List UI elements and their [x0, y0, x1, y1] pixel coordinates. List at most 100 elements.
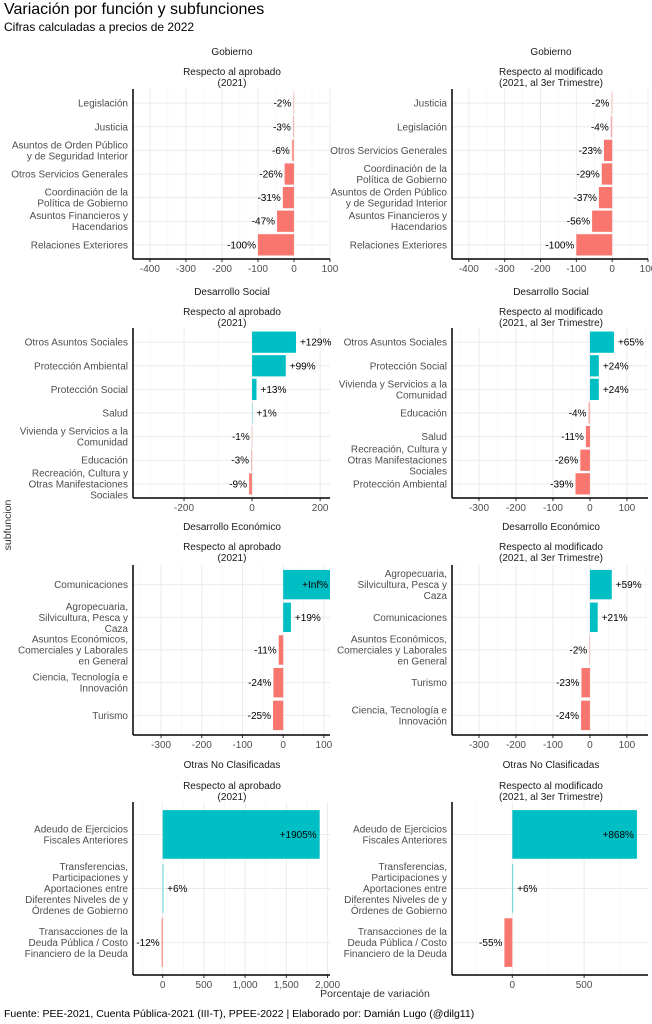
panel-0: Gobierno Respecto al aprobado(2021) -400 -3…	[11, 47, 338, 275]
category-label: Relaciones Exteriores	[350, 240, 447, 251]
data-label: +6%	[517, 884, 537, 895]
bar	[293, 92, 295, 114]
data-label: -26%	[259, 170, 282, 181]
category-label: Transferencias, Participaciones y Aportaci…	[344, 862, 447, 917]
category-label-line: Educación	[400, 409, 447, 420]
data-label: +129%	[300, 338, 332, 349]
facet-subtitle: (2021)	[218, 553, 247, 564]
facet-subtitle: Respecto al modificado	[499, 67, 603, 78]
bar	[589, 355, 599, 377]
category-label-line: Otras Manifestaciones	[348, 456, 448, 467]
category-label-line: Justicia	[414, 99, 448, 110]
y-axis-title: subfuncion	[2, 499, 14, 550]
data-label: +13%	[261, 385, 287, 396]
category-label: Vivienda y Servicios a la Comunidad	[339, 379, 448, 401]
category-label-line: Sociales	[90, 490, 128, 501]
category-label-line: Transacciones de la	[358, 927, 448, 938]
category-label-line: Órdenes de Gobierno	[351, 904, 448, 917]
category-label-line: Transacciones de la	[39, 927, 129, 938]
category-label-line: Coordinación de la	[45, 188, 129, 199]
facet-function-title: Otras No Clasificadas	[184, 760, 281, 771]
x-tick-label: 0	[587, 740, 593, 751]
bar	[589, 569, 612, 600]
facet-subtitle: (2021, al 3er Trimestre)	[499, 78, 603, 89]
category-label: Ciencia, Tecnología e Innovación	[352, 705, 448, 727]
bar	[581, 700, 590, 731]
category-label: Transacciones de la Deuda Pública / Costo…	[25, 927, 129, 960]
category-label-line: y de Seguridad Interior	[27, 151, 129, 162]
x-tick-label: -100	[248, 264, 268, 275]
category-label-line: Silvicultura, Pesca y	[358, 580, 447, 591]
facet-subtitle: (2021, al 3er Trimestre)	[499, 318, 603, 329]
bar	[162, 864, 164, 913]
data-label: -9%	[229, 479, 247, 490]
x-tick-label: -100	[543, 740, 563, 751]
category-label: Justicia	[95, 122, 129, 133]
category-label-line: Participaciones y	[371, 873, 447, 884]
x-tick-label: -200	[174, 503, 194, 514]
category-label-line: Asuntos Financieros y	[30, 211, 128, 222]
x-tick-label: -200	[506, 503, 526, 514]
data-label: -29%	[576, 170, 599, 181]
panel-7: Otras No Clasificadas Respecto al modific…	[344, 760, 648, 991]
chart-caption: Fuente: PEE-2021, Cuenta Pública-2021 (I…	[4, 1008, 475, 1020]
category-label-line: Órdenes de Gobierno	[32, 904, 129, 917]
x-tick-label: 100	[619, 740, 636, 751]
category-label: Ciencia, Tecnología e Innovación	[33, 673, 129, 695]
x-tick-label: -100	[543, 503, 563, 514]
bar	[592, 210, 613, 232]
x-tick-label: -300	[495, 264, 515, 275]
data-label: -3%	[231, 456, 249, 467]
x-tick-label: -300	[151, 740, 171, 751]
category-label-line: Caza	[424, 591, 448, 602]
category-label-line: Ciencia, Tecnología e	[33, 673, 129, 684]
category-label: Transferencias, Participaciones y Aportaci…	[25, 862, 128, 917]
bar	[576, 234, 613, 256]
category-label: Coordinación de la Política de Gobierno	[356, 164, 447, 186]
x-tick-label: 2,000	[315, 980, 340, 991]
bar	[291, 139, 294, 162]
category-label: Coordinación de la Política de Gobierno	[37, 188, 128, 210]
x-tick-label: -200	[530, 264, 550, 275]
data-label: -47%	[252, 217, 275, 228]
facet-subtitle: (2021)	[218, 792, 247, 803]
category-label-line: Recreación, Cultura y	[351, 445, 447, 456]
category-label: Asuntos Financieros y Hacendarios	[30, 211, 128, 233]
x-tick-label: 100	[640, 264, 652, 275]
data-label: -4%	[591, 122, 609, 133]
x-axis-title: Porcentaje de variación	[320, 988, 430, 1000]
category-label: Justicia	[414, 99, 448, 110]
data-label: -2%	[569, 646, 587, 657]
chart-subtitle: Cifras calculadas a precios de 2022	[4, 20, 195, 34]
category-label-line: Caza	[105, 624, 129, 635]
category-label-line: Diferentes Niveles de y	[25, 895, 128, 906]
category-label-line: Recreación, Cultura y	[32, 468, 128, 479]
category-label-line: Asuntos de Orden Público	[331, 188, 448, 199]
category-label: Educación	[81, 456, 128, 467]
facet-function-title: Gobierno	[211, 47, 253, 58]
category-label-line: Justicia	[95, 122, 129, 133]
data-label: -24%	[248, 678, 271, 689]
category-label: Adeudo de Ejercicios Fiscales Anteriores	[353, 824, 447, 846]
x-tick-label: 500	[576, 980, 593, 991]
category-label-line: Comunicaciones	[373, 613, 447, 624]
facet-subtitle: (2021)	[218, 78, 247, 89]
category-label-line: Protección Ambiental	[34, 361, 128, 372]
chart-title: Variación por función y subfunciones	[4, 1, 265, 18]
category-label: Comunicaciones	[373, 613, 447, 624]
category-label-line: Financiero de la Deuda	[344, 949, 448, 960]
data-label: -1%	[232, 432, 250, 443]
x-tick-label: 1,500	[274, 980, 299, 991]
bar	[278, 635, 284, 665]
x-tick-label: 0	[609, 264, 615, 275]
category-label-line: Turismo	[411, 678, 447, 689]
bar	[580, 449, 590, 471]
category-label-line: Otras Manifestaciones	[29, 479, 129, 490]
panel-2: Desarrollo Social Respecto al aprobado(20…	[20, 287, 332, 514]
data-label: +19%	[295, 613, 321, 624]
bar	[601, 163, 613, 185]
category-label: Salud	[421, 432, 447, 443]
category-label: Comunicaciones	[54, 580, 128, 591]
bar	[589, 635, 590, 665]
data-label: +65%	[618, 338, 644, 349]
